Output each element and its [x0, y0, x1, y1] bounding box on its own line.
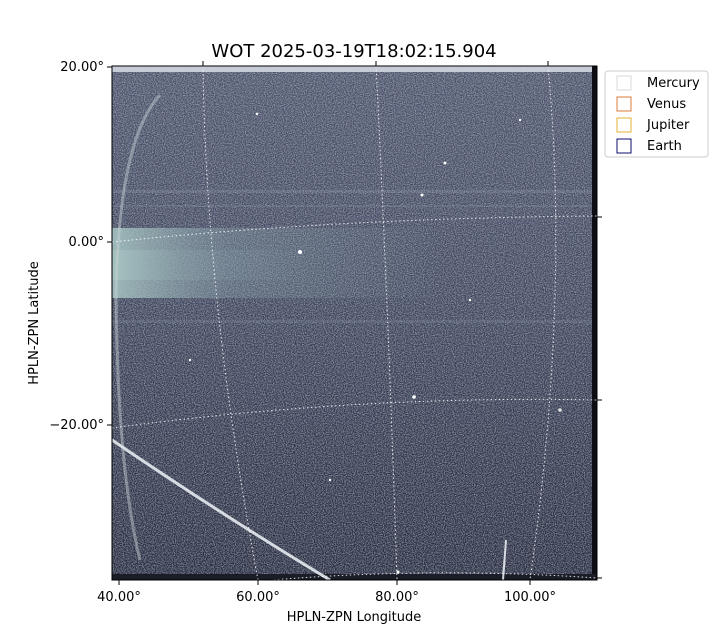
chart-title: WOT 2025-03-19T18:02:15.904 [211, 41, 496, 62]
y-axis-label: HPLN-ZPN Latitude [27, 261, 42, 384]
legend-swatch-jupiter [616, 117, 632, 133]
legend-swatch-earth [616, 138, 632, 154]
plot-frame [111, 65, 598, 581]
grid-lat-0 [112, 215, 597, 243]
grid-lat-minus20 [112, 398, 597, 429]
grid-lat-bottom [266, 572, 597, 580]
x-tick-label: 60.00° [236, 590, 280, 605]
legend-box [604, 70, 709, 158]
x-tick-label: 40.00° [97, 590, 141, 605]
grid-lon-60 [202, 66, 259, 580]
y-tick-label: −20.00° [49, 418, 104, 433]
legend-label-mercury: Mercury [647, 76, 700, 91]
x-tick-label: 100.00° [504, 590, 556, 605]
legend-swatch-mercury [616, 75, 632, 91]
y-tick-label: 20.00° [60, 60, 104, 75]
legend-label-venus: Venus [647, 97, 686, 112]
grid-lon-80 [375, 66, 398, 580]
x-tick-label: 80.00° [375, 590, 419, 605]
y-tick-label: 0.00° [69, 235, 104, 250]
legend-swatch-venus [616, 96, 632, 112]
x-axis: 40.00° 60.00° 80.00° 100.00° HPLN-ZPN Lo… [97, 580, 556, 625]
legend-label-jupiter: Jupiter [646, 118, 690, 133]
sky-image [112, 66, 597, 580]
legend: Mercury Venus Jupiter Earth [604, 70, 709, 158]
top-ticks [202, 61, 549, 66]
right-ticks [597, 216, 602, 579]
x-axis-label: HPLN-ZPN Longitude [287, 610, 422, 625]
y-axis: 20.00° 0.00° −20.00° HPLN-ZPN Latitude [27, 60, 112, 433]
legend-label-earth: Earth [647, 139, 682, 154]
coordinate-grid [112, 66, 597, 580]
